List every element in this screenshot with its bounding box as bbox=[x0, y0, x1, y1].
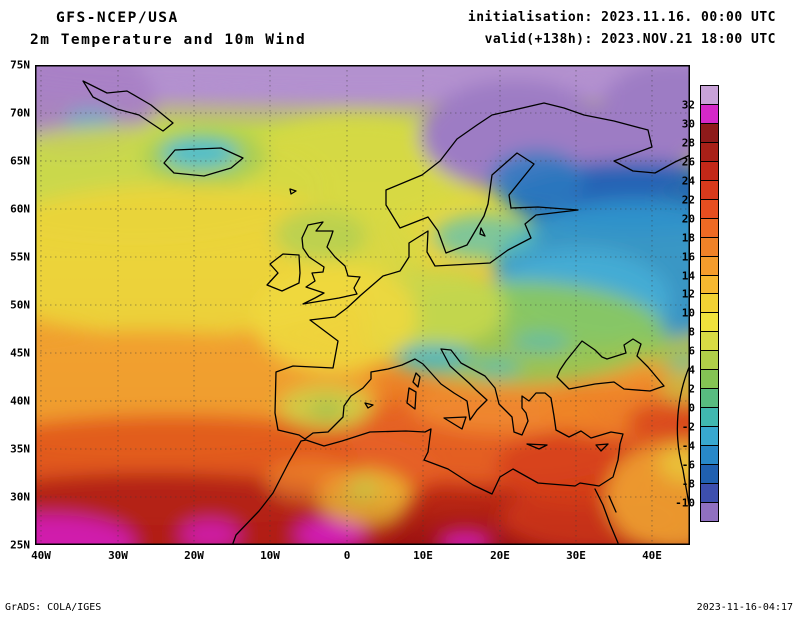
init-time-label: initialisation: 2023.11.16. 00:00 UTC bbox=[467, 10, 776, 25]
lat-tick-label: 30N bbox=[10, 490, 30, 504]
colorbar-segment: 24 bbox=[682, 174, 719, 200]
colorbar-segment: -2 bbox=[682, 421, 719, 447]
colorbar-tick-label: 18 bbox=[681, 231, 695, 245]
colorbar-tick-label: 22 bbox=[681, 193, 695, 207]
lon-tick-label: 40W bbox=[31, 549, 51, 562]
lon-tick-label: 20W bbox=[184, 549, 204, 562]
temperature-colorbar: 32 30 28 26 24 22 20 18 16 14 12 10 8 6 … bbox=[675, 85, 719, 522]
lon-tick-label: 10E bbox=[413, 549, 433, 562]
colorbar-segment: -4 bbox=[682, 440, 719, 466]
grads-credit-label: GrADS: COLA/IGES bbox=[5, 602, 102, 613]
temperature-shading-map bbox=[35, 65, 690, 545]
lon-tick-label: 20E bbox=[490, 549, 510, 562]
run-info-block: initialisation: 2023.11.16. 00:00 UTC va… bbox=[468, 7, 776, 51]
lon-tick-label: 10W bbox=[260, 549, 280, 562]
map-area: 75N 70N 65N 60N 55N 50N 45N 40N 35N 30N … bbox=[10, 59, 690, 562]
colorbar-tick-label: 0 bbox=[688, 401, 695, 415]
colorbar-segment: 30 bbox=[682, 117, 719, 143]
colorbar-segment: -8 bbox=[682, 478, 719, 503]
colorbar-segment: 16 bbox=[682, 250, 719, 276]
title-block: GFS-NCEP/USA 2m Temperature and 10m Wind bbox=[30, 7, 306, 51]
colorbar-segment: -10 bbox=[675, 496, 719, 522]
lat-tick-label: 35N bbox=[10, 442, 30, 456]
colorbar-segment: 20 bbox=[682, 212, 719, 238]
lon-tick-label: 40E bbox=[642, 549, 662, 562]
colorbar-segment: 2 bbox=[688, 383, 719, 409]
lat-tick-label: 75N bbox=[10, 58, 30, 72]
model-title: GFS-NCEP/USA bbox=[56, 10, 179, 26]
colorbar-tick-label: -6 bbox=[681, 458, 695, 472]
colorbar-tick-label: 4 bbox=[688, 363, 695, 377]
colorbar-segment: 8 bbox=[688, 326, 719, 352]
colorbar-tick-label: 8 bbox=[688, 325, 695, 339]
colorbar-segment: 32 bbox=[682, 98, 719, 124]
valid-time-label: valid(+138h): 2023.NOV.21 18:00 UTC bbox=[484, 32, 776, 47]
colorbar-tick-label: 14 bbox=[681, 269, 695, 283]
colorbar-tick-label: -4 bbox=[681, 439, 695, 453]
colorbar-segment: 10 bbox=[682, 307, 719, 333]
lon-tick-label: 0 bbox=[343, 549, 351, 562]
colorbar-tick-label: -8 bbox=[681, 477, 695, 491]
lat-tick-label: 45N bbox=[10, 346, 30, 360]
colorbar-tick-label: 24 bbox=[681, 174, 695, 188]
map-border bbox=[35, 65, 690, 545]
lat-tick-label: 65N bbox=[10, 154, 30, 168]
colorbar-tick-label: 26 bbox=[681, 155, 695, 169]
colorbar-segment: 14 bbox=[682, 269, 719, 295]
colorbar-segment: 6 bbox=[688, 345, 719, 371]
lon-tick-label: 30E bbox=[566, 549, 586, 562]
colorbar-tick-label: 10 bbox=[681, 306, 695, 320]
lat-tick-label: 25N bbox=[10, 538, 30, 552]
colorbar-tick-label: 6 bbox=[688, 344, 695, 358]
lon-tick-label: 30W bbox=[108, 549, 128, 562]
colorbar-segment: 12 bbox=[682, 288, 719, 314]
lat-tick-label: 55N bbox=[10, 250, 30, 264]
colorbar-tick-label: 16 bbox=[681, 250, 695, 264]
colorbar-tick-label: 30 bbox=[681, 117, 695, 131]
colorbar-segment: 4 bbox=[688, 364, 719, 390]
lat-tick-label: 60N bbox=[10, 202, 30, 216]
colorbar-tick-label: 12 bbox=[681, 287, 695, 301]
graticule bbox=[35, 65, 690, 545]
lat-tick-label: 50N bbox=[10, 298, 30, 312]
colorbar-tick-label: 2 bbox=[688, 382, 695, 396]
colorbar-tick-label: -2 bbox=[681, 420, 695, 434]
lat-tick-label: 40N bbox=[10, 394, 30, 408]
colorbar-segment: 26 bbox=[682, 155, 719, 181]
colorbar-segment: 28 bbox=[682, 136, 719, 162]
colorbar-tick-label: 20 bbox=[681, 212, 695, 226]
creation-timestamp: 2023-11-16-04:17 bbox=[696, 602, 793, 613]
colorbar-segment: 22 bbox=[682, 193, 719, 219]
colorbar-segment: -6 bbox=[682, 459, 719, 485]
temperature-field-features bbox=[35, 65, 690, 545]
coastlines bbox=[82, 80, 690, 545]
colorbar-tick-label: 32 bbox=[681, 98, 695, 112]
colorbar-tick-label: 28 bbox=[681, 136, 695, 150]
colorbar-segment: 18 bbox=[682, 231, 719, 257]
colorbar-tick-label: -10 bbox=[675, 496, 695, 510]
product-title: 2m Temperature and 10m Wind bbox=[30, 32, 307, 48]
lat-tick-label: 70N bbox=[10, 106, 30, 120]
colorbar-segment bbox=[700, 85, 719, 105]
colorbar-segment: 0 bbox=[688, 402, 719, 428]
